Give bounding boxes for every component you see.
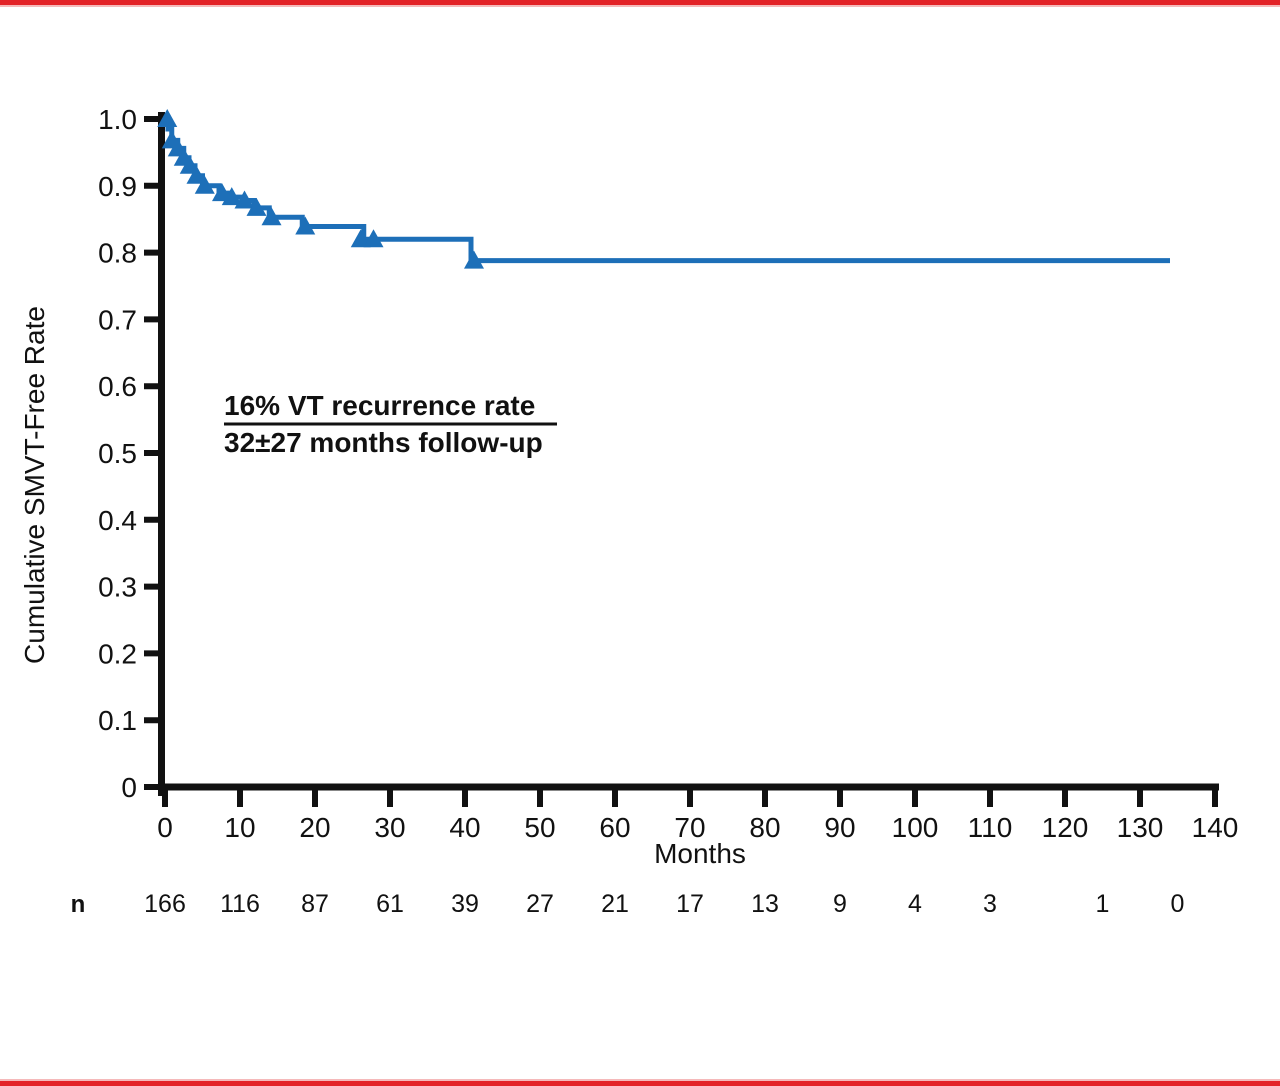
y-tick-label: 0.3 <box>98 572 137 603</box>
censor-mark <box>221 187 242 206</box>
censor-mark <box>234 190 255 209</box>
at-risk-value: 61 <box>376 890 404 918</box>
x-tick-label: 100 <box>892 812 939 843</box>
x-tick-label: 20 <box>299 812 330 843</box>
x-tick-label: 120 <box>1042 812 1089 843</box>
y-axis-title: Cumulative SMVT-Free Rate <box>19 306 50 664</box>
y-tick-label: 0.6 <box>98 371 137 402</box>
x-tick-label: 40 <box>449 812 480 843</box>
x-tick-label: 90 <box>824 812 855 843</box>
at-risk-value: 1 <box>1096 890 1110 918</box>
at-risk-value: 4 <box>908 890 922 918</box>
at-risk-value: 166 <box>144 890 186 918</box>
x-tick-label: 50 <box>524 812 555 843</box>
censor-mark <box>295 216 316 235</box>
censor-mark <box>464 250 484 269</box>
y-tick-label: 0.9 <box>98 171 137 202</box>
censor-mark <box>363 229 384 248</box>
y-tick-label: 0 <box>121 772 137 803</box>
censor-marks <box>157 109 484 269</box>
x-tick-label: 70 <box>674 812 705 843</box>
y-axis-ticks: 1.0 0.9 0.8 0.7 0.6 0.5 0.4 0.3 0.2 0.1 0 <box>98 104 164 803</box>
at-risk-value: 9 <box>833 890 847 918</box>
annotation-followup: 32±27 months follow-up <box>224 427 543 458</box>
censor-mark <box>350 229 371 248</box>
y-tick-label: 0.8 <box>98 238 137 269</box>
x-axis-ticks: 0 10 20 30 40 50 60 70 80 90 100 110 120 130 140 <box>157 787 1238 843</box>
x-tick-label: 110 <box>968 812 1013 843</box>
y-tick-label: 0.2 <box>98 638 137 669</box>
annotation-recurrence-rate: 16% VT recurrence rate <box>224 390 535 421</box>
survival-curve <box>165 116 1170 264</box>
x-tick-label: 140 <box>1192 812 1239 843</box>
y-tick-label: 0.1 <box>98 705 137 736</box>
bottom-border-rule <box>0 1079 1280 1086</box>
y-tick-label: 0.7 <box>98 304 137 335</box>
x-tick-label: 130 <box>1117 812 1164 843</box>
at-risk-value: 87 <box>301 890 329 918</box>
at-risk-row: 166 116 87 61 39 27 21 17 13 9 4 3 1 0 <box>144 890 1184 918</box>
x-axis-title: Months <box>654 838 746 869</box>
x-tick-label: 60 <box>599 812 630 843</box>
censor-mark <box>261 207 282 226</box>
x-tick-label: 30 <box>374 812 405 843</box>
y-tick-label: 0.4 <box>98 505 137 536</box>
at-risk-value: 17 <box>676 890 704 918</box>
at-risk-value: 3 <box>983 890 997 918</box>
at-risk-value: 13 <box>751 890 779 918</box>
y-tick-label: 1.0 <box>98 104 137 135</box>
x-tick-label: 0 <box>157 812 173 843</box>
at-risk-value: 39 <box>451 890 479 918</box>
censor-mark <box>186 165 207 184</box>
at-risk-value: 27 <box>526 890 554 918</box>
censor-mark <box>246 197 267 216</box>
at-risk-value: 116 <box>220 890 260 918</box>
at-risk-value: 0 <box>1171 890 1185 918</box>
at-risk-label: n <box>71 891 86 918</box>
x-tick-label: 80 <box>749 812 780 843</box>
censor-mark <box>157 109 178 127</box>
top-border-rule <box>0 0 1280 7</box>
at-risk-value: 21 <box>601 890 629 918</box>
y-tick-label: 0.5 <box>98 438 137 469</box>
x-tick-label: 10 <box>224 812 255 843</box>
censor-mark <box>194 175 215 194</box>
